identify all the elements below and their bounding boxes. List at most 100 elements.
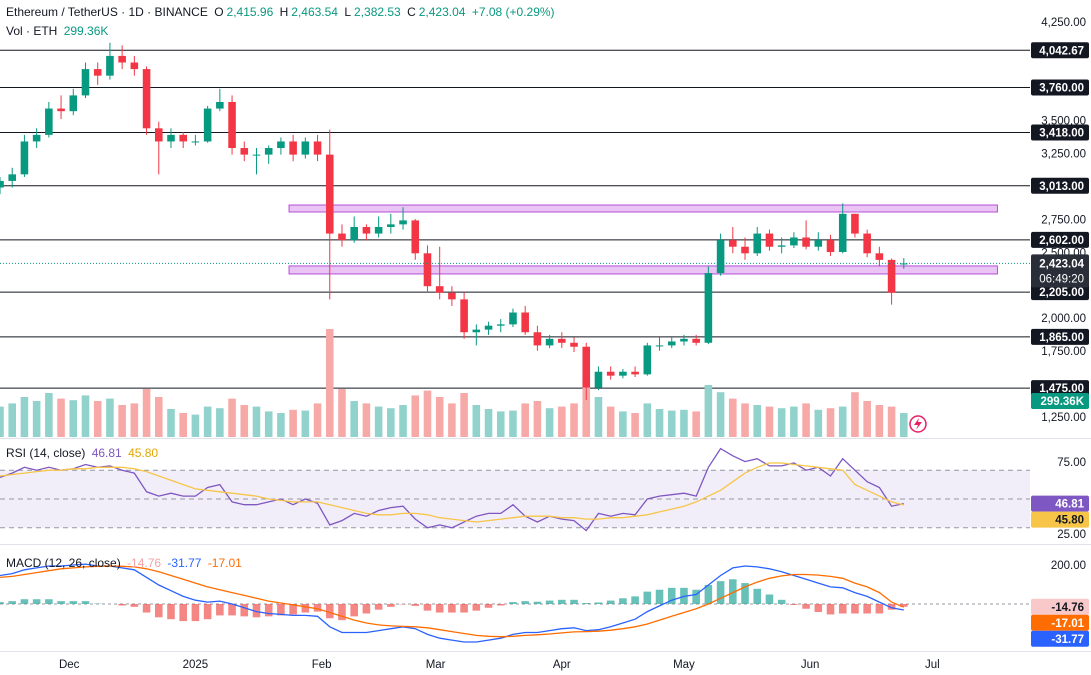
volume-bar — [20, 397, 29, 437]
histogram-bar — [20, 599, 29, 604]
volume-bar — [655, 409, 664, 437]
candle-body — [716, 240, 725, 274]
histogram-bar — [0, 602, 4, 604]
level-label: 3,760.00 — [1039, 83, 1084, 95]
level-label-box — [1031, 328, 1089, 345]
histogram-bar — [667, 587, 676, 604]
level-label-box — [1031, 79, 1089, 96]
volume-bar — [313, 403, 322, 437]
volume-bar — [582, 381, 591, 437]
histogram-bar — [900, 603, 908, 607]
candle-body — [240, 148, 249, 155]
volume-bar — [289, 409, 297, 437]
change: +7.08 (+0.29%) — [471, 5, 555, 19]
histogram-bar — [325, 603, 334, 619]
histogram-bar — [301, 603, 310, 613]
volume-bar — [130, 403, 139, 437]
volume-bar — [533, 401, 542, 437]
histogram-bar — [790, 603, 798, 605]
candle-body — [838, 213, 847, 252]
y-tick-label: 75.00 — [1057, 457, 1086, 469]
histogram-bar — [289, 603, 297, 615]
candle-body — [325, 154, 334, 234]
volume-bar — [179, 413, 187, 437]
volume-bar — [814, 409, 823, 437]
histogram-bar — [8, 601, 16, 604]
countdown: 06:49:20 — [1039, 273, 1084, 285]
level-label-box — [1031, 42, 1089, 59]
candle-body — [362, 226, 371, 234]
histogram-bar — [484, 603, 493, 608]
volume-bar — [252, 406, 261, 437]
histogram-bar — [435, 603, 444, 613]
volume-bar — [838, 406, 847, 437]
volume-bar — [0, 406, 4, 437]
level-label: 3,013.00 — [1039, 181, 1084, 193]
zone — [288, 204, 998, 213]
histogram-bar — [863, 603, 871, 614]
volume-bar — [57, 398, 65, 437]
level-label-box — [1031, 124, 1089, 141]
volume-bar — [240, 405, 249, 437]
x-tick-label: Feb — [312, 659, 332, 671]
volume-bar — [167, 409, 175, 437]
volume-bar — [191, 414, 200, 437]
volume-bar — [472, 405, 481, 437]
histogram-bar — [753, 588, 762, 604]
volume-bar — [387, 408, 395, 437]
last-value-label-box — [1031, 614, 1089, 631]
candle-body — [655, 345, 664, 347]
candle-body — [643, 345, 652, 375]
candle-body — [741, 246, 749, 254]
candle-body — [802, 237, 810, 247]
histogram-bar — [374, 603, 383, 610]
macd-header: MACD (12, 26, close) -14.76 -31.77 -17.0… — [6, 556, 245, 570]
histogram-bar — [277, 603, 285, 616]
level-label: 2,205.00 — [1039, 287, 1084, 299]
histogram-bar — [472, 603, 481, 611]
volume-bar — [118, 405, 126, 437]
candle-body — [631, 371, 639, 375]
candle-body — [45, 108, 53, 135]
volume-bar — [765, 406, 774, 437]
candle-body — [558, 338, 566, 343]
indicator-line — [0, 563, 904, 643]
indicator-line — [0, 462, 904, 523]
ohlc-key: H — [279, 5, 289, 19]
indicator-line — [0, 565, 905, 638]
candle-body — [704, 273, 713, 343]
volume-bar — [741, 403, 749, 437]
histogram-bar — [191, 603, 200, 622]
candle-body — [594, 371, 603, 388]
histogram-bar — [45, 599, 53, 604]
histogram-bar — [130, 603, 139, 607]
candle-body — [460, 299, 468, 333]
candle-body — [777, 245, 786, 247]
histogram-bar — [69, 601, 78, 604]
candle-body — [521, 312, 529, 333]
volume-bar — [753, 405, 762, 437]
histogram-bar — [203, 603, 212, 620]
volume-bar — [900, 413, 908, 437]
candle-body — [179, 134, 187, 142]
histogram-bar — [655, 589, 664, 604]
candle-body — [301, 141, 310, 155]
histogram-bar — [118, 603, 126, 606]
volume-bar — [631, 413, 639, 437]
volume-bar — [558, 406, 566, 437]
level-label: 1,865.00 — [1039, 332, 1084, 344]
ohlc-value: 2,415.96 — [226, 5, 274, 19]
volume-bar — [484, 409, 493, 437]
x-tick-label: Apr — [553, 659, 571, 671]
symbol-header: Ethereum / TetherUS · 1D · BINANCE O 2,41… — [6, 5, 558, 19]
rsi-title: RSI (14, close) — [6, 446, 86, 460]
candle-body — [93, 69, 102, 76]
rsi-header: RSI (14, close) 46.81 45.80 — [6, 446, 161, 460]
level-label-box — [1031, 177, 1089, 194]
x-tick-label: 2025 — [183, 659, 209, 671]
candle-body — [411, 220, 420, 254]
candle-body — [496, 324, 505, 326]
volume-bar — [435, 397, 444, 437]
histogram-bar — [338, 603, 346, 621]
